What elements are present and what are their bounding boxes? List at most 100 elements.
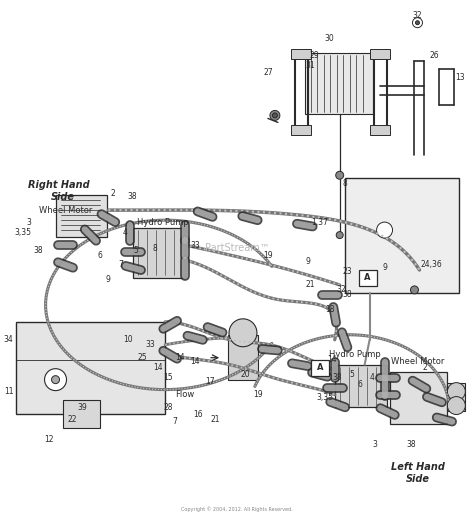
Text: 38: 38 [407, 440, 416, 449]
Text: 27: 27 [263, 68, 273, 77]
Text: 15: 15 [164, 373, 173, 382]
Bar [335, 365, 387, 406]
Text: 7: 7 [173, 417, 178, 426]
Text: 14: 14 [190, 357, 200, 366]
Text: PartStream™: PartStream™ [205, 243, 269, 253]
Text: 9: 9 [106, 276, 111, 284]
Circle shape [52, 376, 60, 384]
Text: 18: 18 [325, 305, 335, 315]
Bar [305, 52, 373, 114]
Text: 17: 17 [205, 377, 215, 386]
Text: Side: Side [51, 192, 74, 202]
Text: 34: 34 [4, 335, 14, 344]
Circle shape [45, 368, 66, 391]
Text: 12: 12 [44, 435, 53, 444]
Text: 3: 3 [26, 217, 31, 227]
Text: 29: 29 [310, 51, 319, 60]
Text: 16: 16 [193, 410, 203, 419]
Text: 8: 8 [153, 243, 158, 253]
Bar [345, 178, 459, 293]
FancyBboxPatch shape [359, 270, 376, 286]
Text: 7: 7 [118, 261, 123, 269]
Text: 19: 19 [263, 251, 273, 260]
Text: 33: 33 [190, 240, 200, 250]
Text: Copyright © 2004, 2012. All Rights Reserved.: Copyright © 2004, 2012. All Rights Reser… [181, 507, 293, 512]
Circle shape [447, 383, 465, 401]
Text: 28: 28 [164, 403, 173, 412]
Text: 4: 4 [369, 373, 374, 382]
Circle shape [416, 21, 419, 25]
Text: 20: 20 [240, 370, 250, 379]
Bar [55, 195, 108, 237]
Text: 22: 22 [68, 415, 77, 424]
Text: 5: 5 [133, 245, 138, 254]
Text: 14: 14 [175, 353, 185, 362]
Bar [16, 322, 165, 414]
Text: 8: 8 [342, 179, 347, 188]
Circle shape [447, 397, 465, 415]
Text: 26: 26 [429, 51, 439, 60]
Text: 2: 2 [111, 189, 116, 198]
Text: 14: 14 [154, 363, 163, 372]
Bar [291, 49, 311, 59]
Text: 3,35: 3,35 [316, 393, 333, 402]
Circle shape [336, 231, 343, 239]
Text: 2: 2 [422, 363, 427, 372]
Text: 32: 32 [337, 285, 346, 294]
Circle shape [412, 18, 422, 28]
Text: Wheel Motor: Wheel Motor [39, 206, 92, 215]
Text: Hydro Pump: Hydro Pump [137, 217, 189, 227]
Bar [63, 400, 100, 428]
Text: 25: 25 [137, 353, 147, 362]
Text: 33: 33 [146, 340, 155, 349]
Text: Left Hand: Left Hand [391, 462, 445, 472]
Text: 19: 19 [253, 390, 263, 399]
Text: 39: 39 [78, 403, 87, 412]
Bar [370, 126, 390, 135]
Bar [447, 383, 465, 411]
FancyBboxPatch shape [311, 360, 329, 376]
Bar [133, 228, 185, 278]
Text: 9: 9 [305, 257, 310, 266]
Text: 4: 4 [123, 227, 128, 237]
Text: 3,35: 3,35 [14, 227, 31, 237]
Text: 6: 6 [98, 251, 103, 260]
Text: Wheel Motor: Wheel Motor [391, 357, 444, 366]
Text: Hydro Pump: Hydro Pump [329, 350, 381, 359]
Bar [390, 372, 447, 424]
Text: A: A [317, 363, 323, 372]
Bar [291, 126, 311, 135]
Text: 3: 3 [372, 440, 377, 449]
Text: 38: 38 [34, 245, 44, 254]
Bar [228, 335, 258, 379]
Text: 14: 14 [327, 355, 337, 364]
Text: 6: 6 [357, 380, 362, 389]
Text: 1,37: 1,37 [311, 217, 328, 227]
Circle shape [336, 171, 344, 179]
Text: A: A [365, 274, 371, 282]
Bar [370, 49, 390, 59]
Text: 10: 10 [124, 335, 133, 344]
Circle shape [410, 286, 419, 294]
Text: 24,36: 24,36 [420, 261, 442, 269]
Text: 32: 32 [413, 11, 422, 20]
Text: Flow: Flow [175, 390, 195, 399]
Text: 38: 38 [343, 291, 353, 299]
Text: 11: 11 [4, 387, 13, 396]
Text: Right Hand: Right Hand [27, 180, 89, 190]
Text: 21: 21 [305, 280, 315, 290]
Circle shape [270, 111, 280, 120]
Text: 9: 9 [382, 264, 387, 272]
Text: 5: 5 [349, 370, 354, 379]
Text: 23: 23 [343, 267, 353, 277]
Circle shape [229, 319, 257, 347]
Text: 38: 38 [333, 373, 343, 382]
Text: 13: 13 [456, 73, 465, 82]
Text: 31: 31 [305, 61, 315, 70]
Text: 30: 30 [325, 34, 335, 43]
Text: 38: 38 [128, 192, 137, 201]
Circle shape [273, 113, 277, 118]
Text: 21: 21 [210, 415, 220, 424]
Circle shape [376, 222, 392, 238]
Text: Side: Side [405, 474, 429, 484]
